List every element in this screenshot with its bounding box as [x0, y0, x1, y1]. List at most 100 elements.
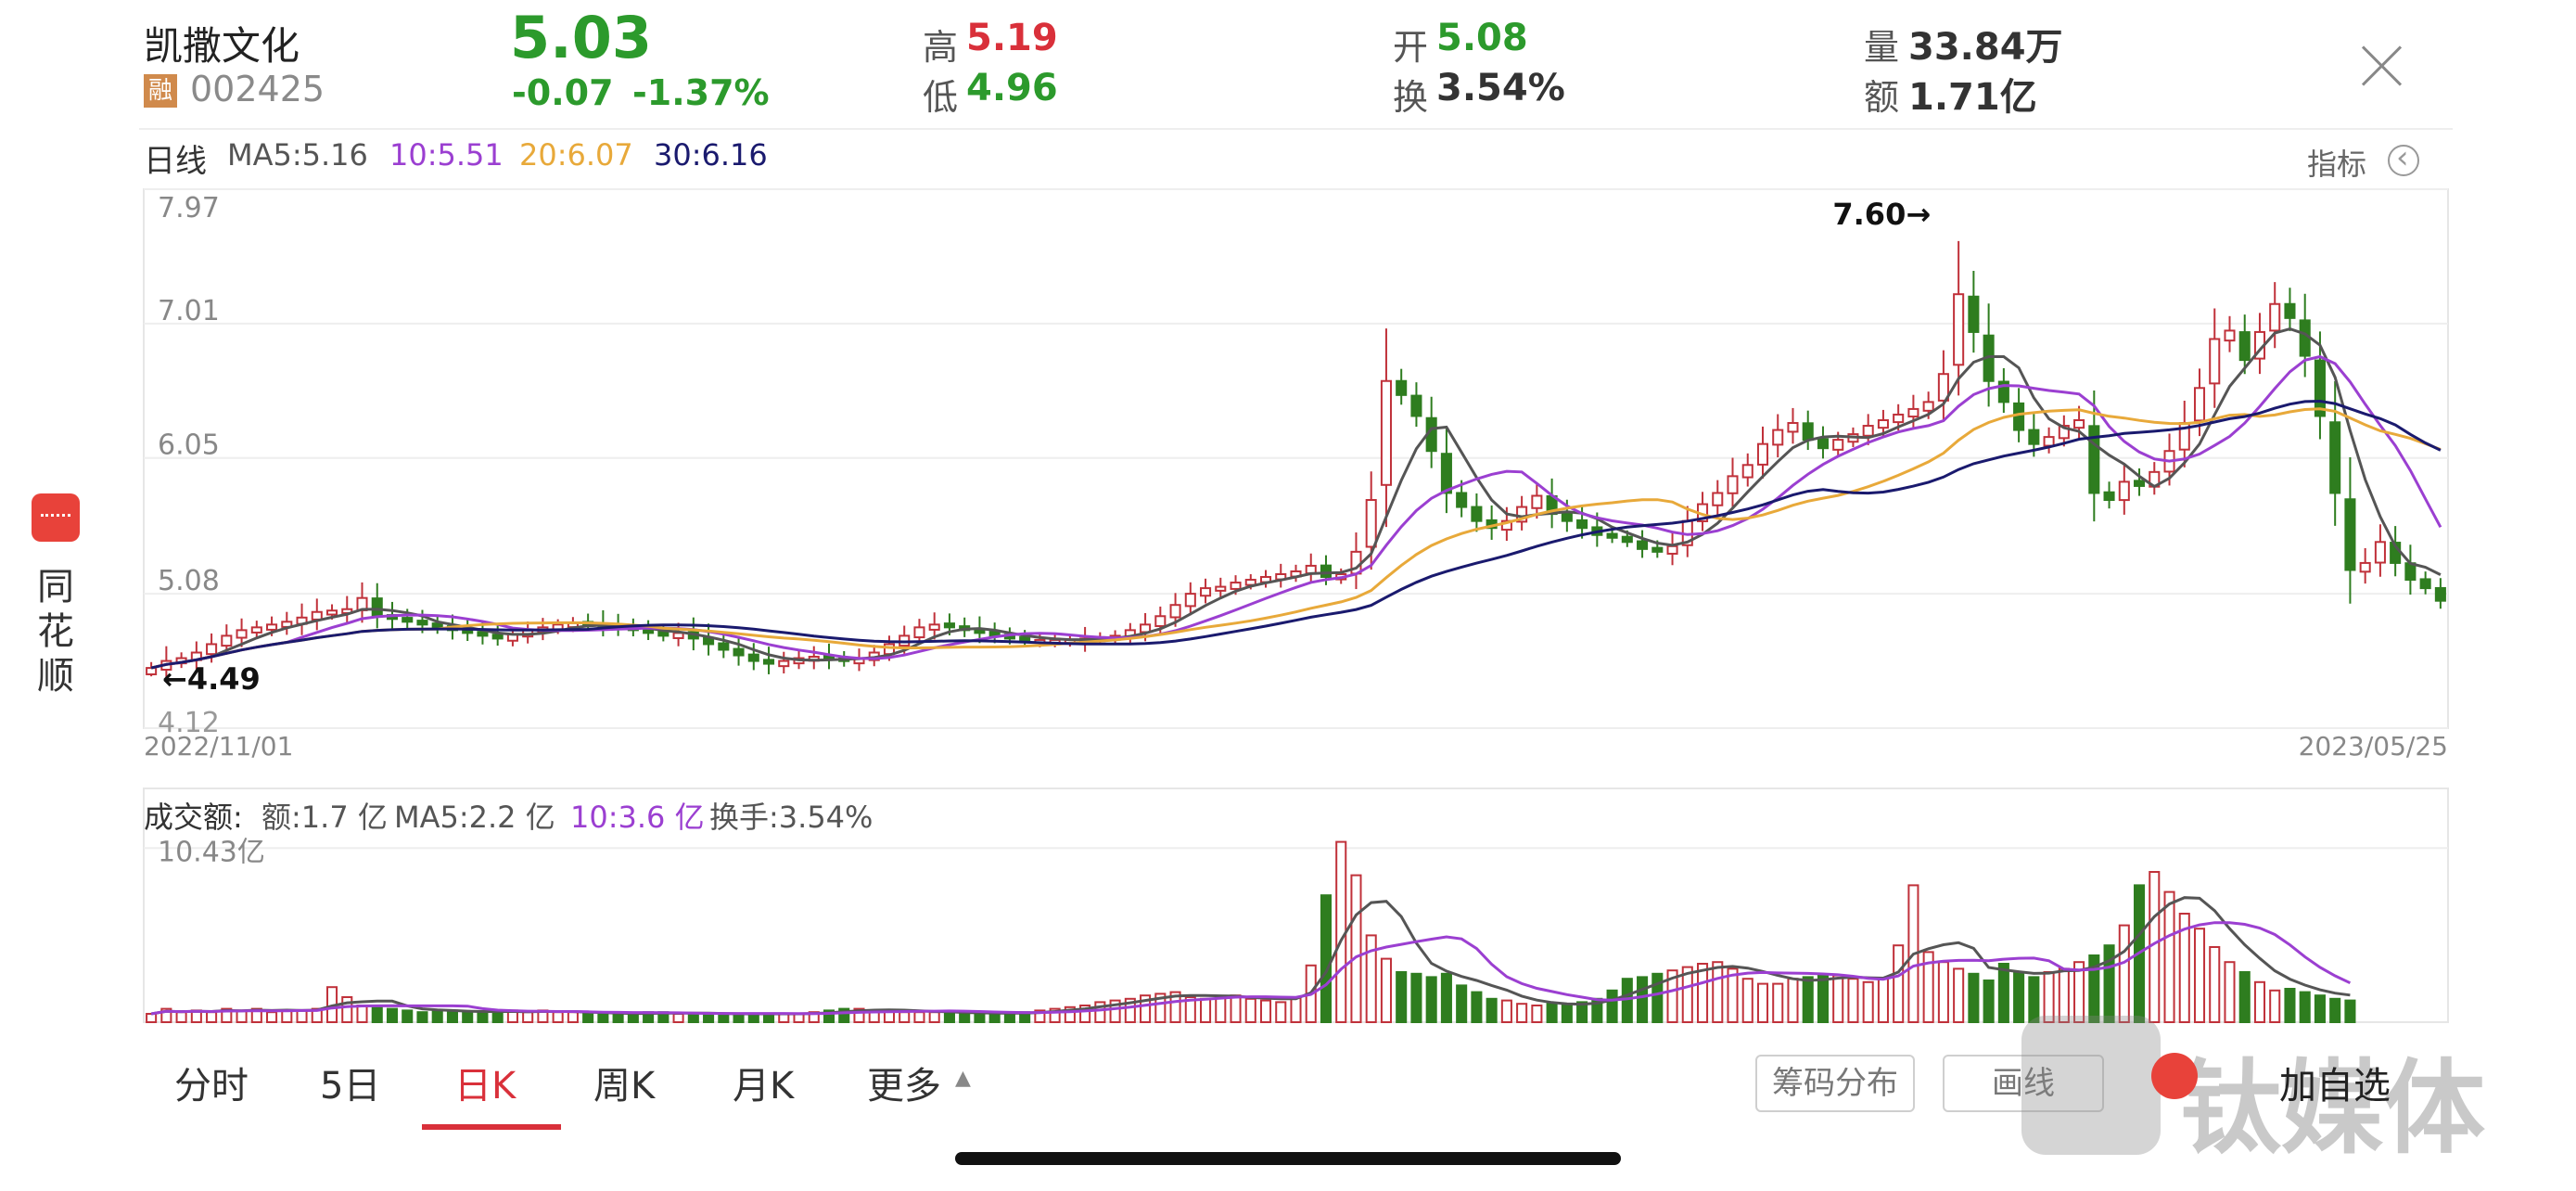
candle-body [1531, 494, 1543, 509]
candle-body [657, 631, 670, 637]
ma20-line [150, 407, 2442, 670]
chip-distribution-button[interactable]: 筹码分布 [1755, 1055, 1915, 1112]
candle-body [1968, 295, 1980, 333]
candle-body [325, 609, 338, 616]
indicator-button[interactable]: 指标 [2307, 147, 2367, 182]
volume-bar [1877, 978, 1889, 1023]
ma10-legend: 10:5.51 [389, 137, 504, 173]
volume-bar [2238, 971, 2251, 1023]
volume-bar [146, 1013, 158, 1023]
candle-body [2238, 331, 2251, 362]
volume-bar [1350, 874, 1362, 1023]
candle-body [371, 597, 383, 618]
volume-bar [1787, 978, 1799, 1023]
y-tick-label: 7.97 [158, 192, 220, 224]
volume-bar [1109, 999, 1121, 1023]
volume-bar [853, 1007, 865, 1023]
triangle-up-icon: ▲ [955, 1067, 971, 1090]
candle-body [1320, 564, 1333, 579]
tab-intraday[interactable]: 分时 [174, 1065, 249, 1108]
volume-bar [296, 1009, 308, 1024]
volume-bar [1230, 994, 1242, 1023]
volume-bar [2028, 976, 2040, 1024]
candle-body [1741, 464, 1753, 479]
candle-body [1215, 585, 1227, 592]
volume-bar [899, 1011, 911, 1023]
volume-bar [1365, 934, 1377, 1024]
y-tick-label: 6.05 [158, 429, 220, 462]
candle-body [2209, 338, 2221, 385]
volume-bar [2118, 924, 2130, 1023]
draw-line-button[interactable]: 画线 [1943, 1055, 2104, 1112]
volume-bar [2193, 928, 2206, 1024]
collapse-arrow-icon[interactable] [2388, 139, 2419, 176]
volume-bar [1049, 1007, 1061, 1023]
candle-body [1380, 379, 1392, 486]
volume-bar [1244, 997, 1256, 1024]
candle-body [1651, 546, 1664, 553]
tonghuashun-logo-icon[interactable] [32, 493, 80, 542]
candle-body [311, 610, 323, 621]
ma20-legend: 20:6.07 [519, 137, 633, 173]
volume-bar [1034, 1009, 1046, 1024]
volume-bar [2329, 997, 2341, 1024]
ma30-legend: 30:6.16 [654, 137, 768, 173]
volume-bar [2224, 961, 2236, 1023]
tab-more[interactable]: 更多 [867, 1065, 941, 1108]
volume-bar [2178, 913, 2190, 1023]
volume-bar [943, 1011, 955, 1023]
volume-bar [823, 1009, 835, 1024]
period-label: 日线 [144, 143, 207, 180]
volume-bar [371, 1005, 383, 1024]
sidebar: 同 花 顺 [0, 0, 111, 1191]
candle-body [2314, 359, 2326, 417]
candle-body [2374, 541, 2386, 564]
candle-body [2284, 302, 2296, 319]
add-to-watchlist-button[interactable]: 加自选 [2279, 1065, 2391, 1108]
candle-body [747, 653, 759, 662]
volume-bar [612, 1013, 624, 1023]
volume-bar [341, 996, 353, 1023]
volume-bar [402, 1009, 414, 1024]
brand-char-2: 花 [37, 610, 74, 653]
volume-bar [1893, 944, 1905, 1024]
tab-daily-k[interactable]: 日K [454, 1065, 516, 1108]
turnover-label: 换 [1393, 77, 1429, 118]
candle-body [2013, 402, 2025, 431]
candle-body [250, 626, 262, 634]
candle-body [1561, 512, 1573, 522]
volume-bar [1953, 967, 1965, 1024]
volume-bar [1772, 982, 1784, 1023]
volume-bar [1531, 1005, 1543, 1023]
volume-bar [2209, 946, 2221, 1023]
candle-body [2329, 421, 2341, 494]
volume-bar [1561, 1005, 1573, 1023]
volume-title: 成交额: [144, 800, 243, 835]
watermark-text: 钛媒体 [2179, 1049, 2485, 1168]
volume-bar [2073, 961, 2085, 1023]
tab-5day[interactable]: 5日 [320, 1065, 381, 1108]
volume-bar [1275, 1001, 1287, 1024]
volume-tick-label: 10.43亿 [158, 836, 265, 868]
volume-bar [1817, 974, 1829, 1023]
record-dot-icon[interactable] [2151, 1053, 2198, 1099]
volume-bar [974, 1013, 986, 1023]
candle-body [402, 617, 414, 623]
volume-amount-legend: 额:1.7 亿 [261, 800, 388, 835]
volume-bar [838, 1007, 850, 1023]
candle-body [491, 634, 504, 640]
candle-body [1787, 422, 1799, 433]
candle-body [1937, 373, 1949, 402]
tab-monthly-k[interactable]: 月K [733, 1065, 795, 1108]
volume-bar [1681, 966, 1693, 1023]
volume-bar [1396, 971, 1408, 1023]
high-label: 高 [923, 27, 959, 68]
volume-bar [175, 1011, 187, 1023]
tab-weekly-k[interactable]: 周K [593, 1065, 656, 1108]
volume-bar [1154, 992, 1167, 1024]
volume-bar [1320, 894, 1333, 1024]
volume-bar [2314, 994, 2326, 1023]
volume-bar [1606, 989, 1618, 1024]
brand-char-1: 同 [37, 566, 74, 608]
